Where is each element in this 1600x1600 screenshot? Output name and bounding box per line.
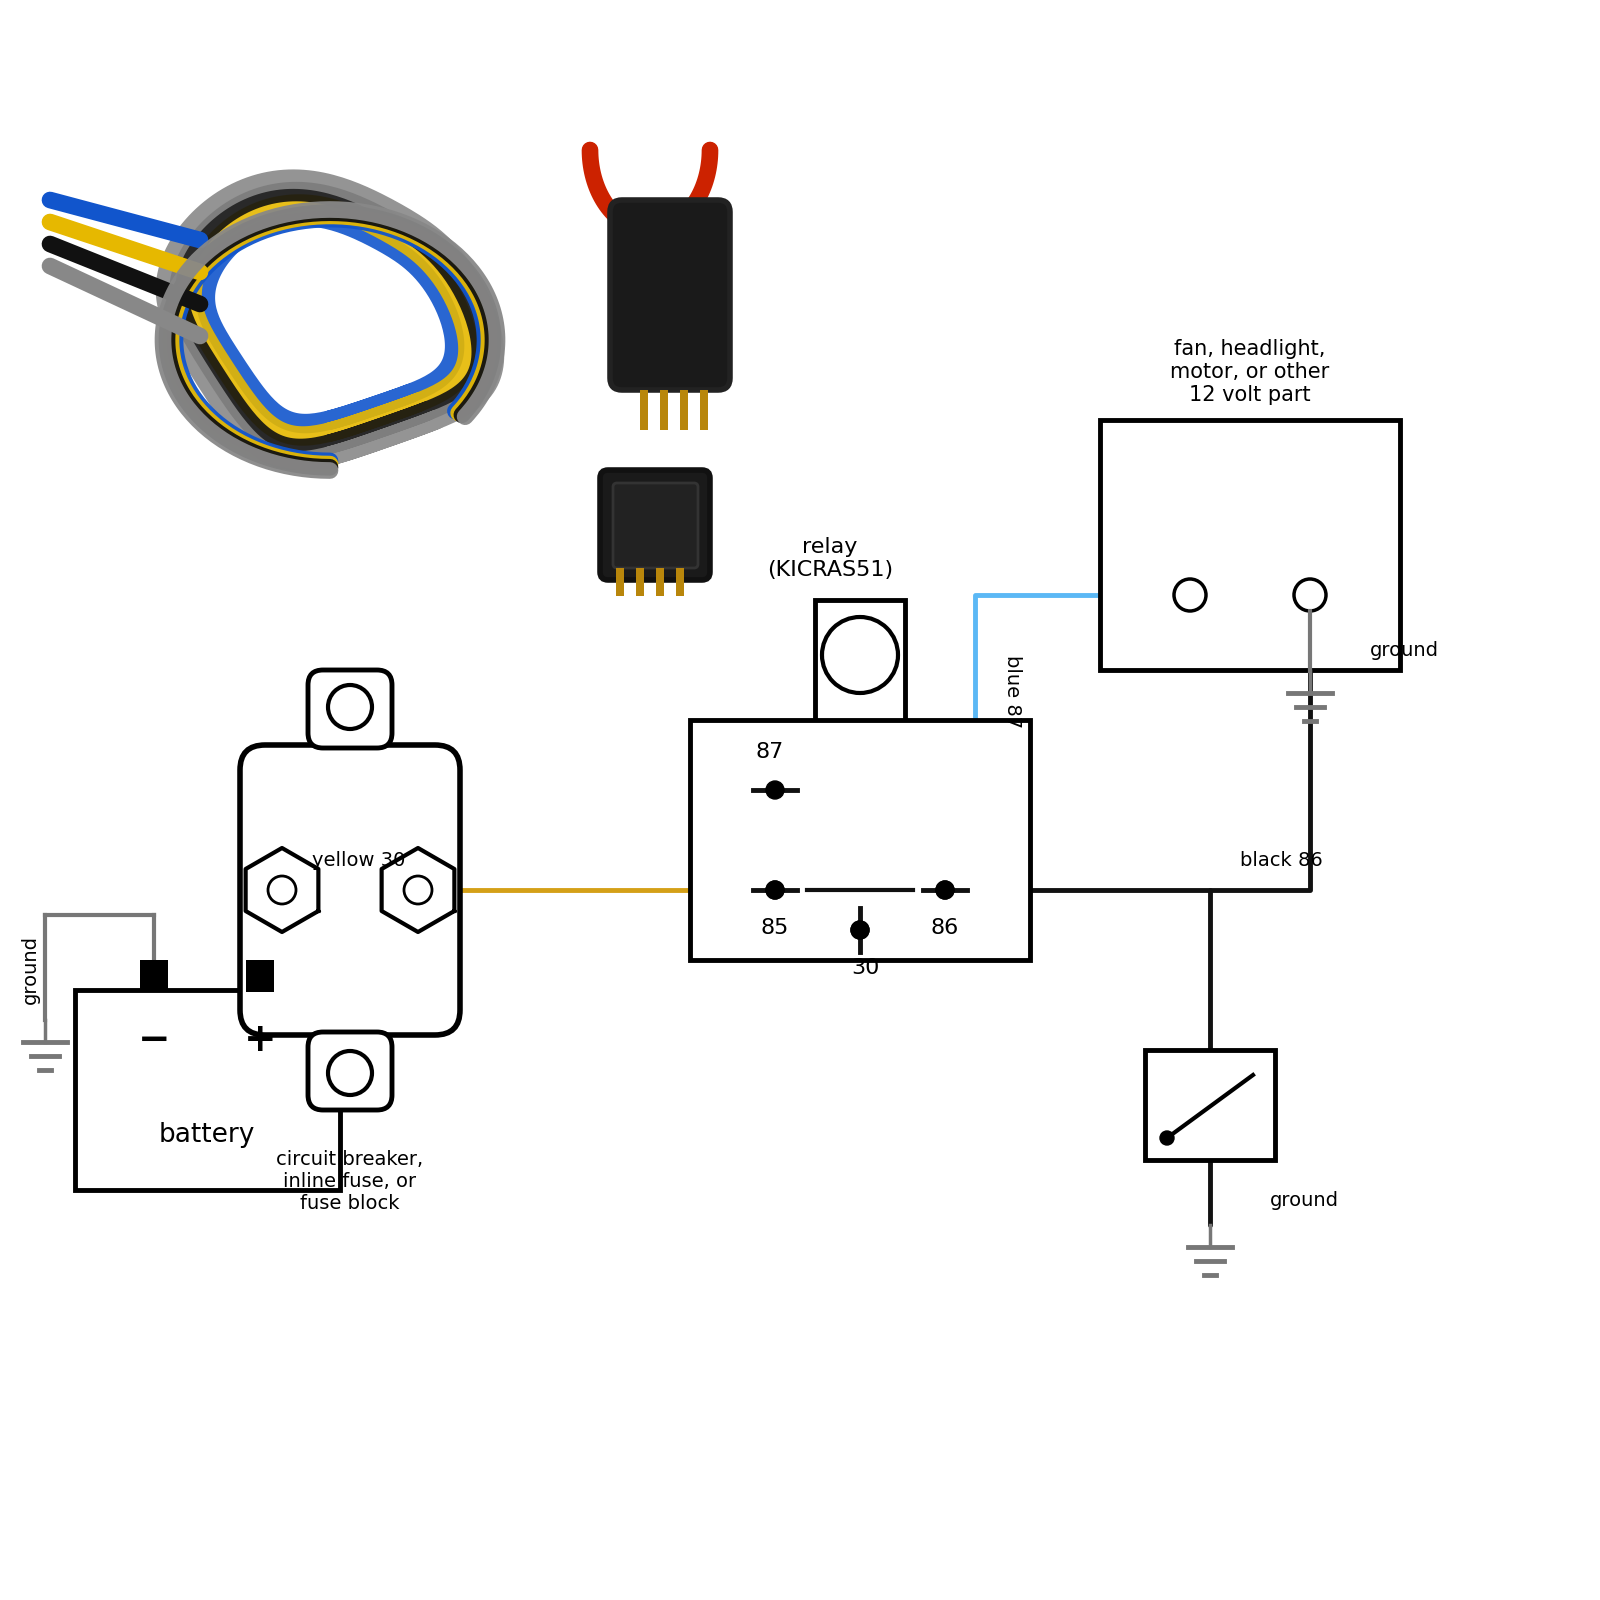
Bar xyxy=(141,960,168,992)
Bar xyxy=(246,960,274,992)
Circle shape xyxy=(851,922,869,939)
FancyBboxPatch shape xyxy=(613,483,698,568)
Circle shape xyxy=(1174,579,1206,611)
Circle shape xyxy=(403,877,432,904)
Circle shape xyxy=(822,618,898,693)
Bar xyxy=(1146,1050,1275,1160)
Bar xyxy=(680,390,688,430)
Text: ground: ground xyxy=(1270,1190,1339,1210)
Text: 30: 30 xyxy=(851,958,878,978)
Circle shape xyxy=(1160,1131,1174,1146)
FancyBboxPatch shape xyxy=(307,1032,392,1110)
Text: relay
(KICRAS51): relay (KICRAS51) xyxy=(766,536,893,579)
Circle shape xyxy=(269,877,296,904)
Circle shape xyxy=(936,882,954,899)
Text: yellow 30: yellow 30 xyxy=(312,851,405,870)
FancyBboxPatch shape xyxy=(307,670,392,749)
Bar xyxy=(640,390,648,430)
Bar xyxy=(616,568,624,595)
Circle shape xyxy=(766,882,784,899)
FancyBboxPatch shape xyxy=(600,470,710,579)
Circle shape xyxy=(1294,579,1326,611)
Bar xyxy=(75,990,339,1190)
Text: battery: battery xyxy=(158,1122,254,1149)
Circle shape xyxy=(766,781,784,798)
Text: circuit breaker,
inline fuse, or
fuse block: circuit breaker, inline fuse, or fuse bl… xyxy=(277,1150,424,1213)
Text: ground: ground xyxy=(1370,642,1438,661)
Bar xyxy=(656,568,664,595)
Bar xyxy=(637,568,643,595)
Text: blue 87: blue 87 xyxy=(1003,656,1022,728)
Text: black 86: black 86 xyxy=(1240,851,1323,870)
Bar xyxy=(661,390,669,430)
Bar xyxy=(690,720,1030,960)
Text: 86: 86 xyxy=(931,918,958,938)
Text: fan, headlight,
motor, or other
12 volt part: fan, headlight, motor, or other 12 volt … xyxy=(1170,339,1330,405)
Circle shape xyxy=(766,882,784,899)
Circle shape xyxy=(936,882,954,899)
Text: 87: 87 xyxy=(755,742,784,762)
FancyBboxPatch shape xyxy=(240,746,461,1035)
Bar xyxy=(814,600,906,725)
Text: ground: ground xyxy=(21,936,40,1005)
Bar xyxy=(675,568,685,595)
Bar xyxy=(1101,419,1400,670)
Circle shape xyxy=(328,1051,371,1094)
Text: −: − xyxy=(138,1021,171,1059)
Circle shape xyxy=(851,922,869,939)
Bar xyxy=(701,390,707,430)
FancyBboxPatch shape xyxy=(610,200,730,390)
Circle shape xyxy=(328,685,371,730)
Text: 85: 85 xyxy=(762,918,789,938)
Text: +: + xyxy=(245,1021,277,1059)
